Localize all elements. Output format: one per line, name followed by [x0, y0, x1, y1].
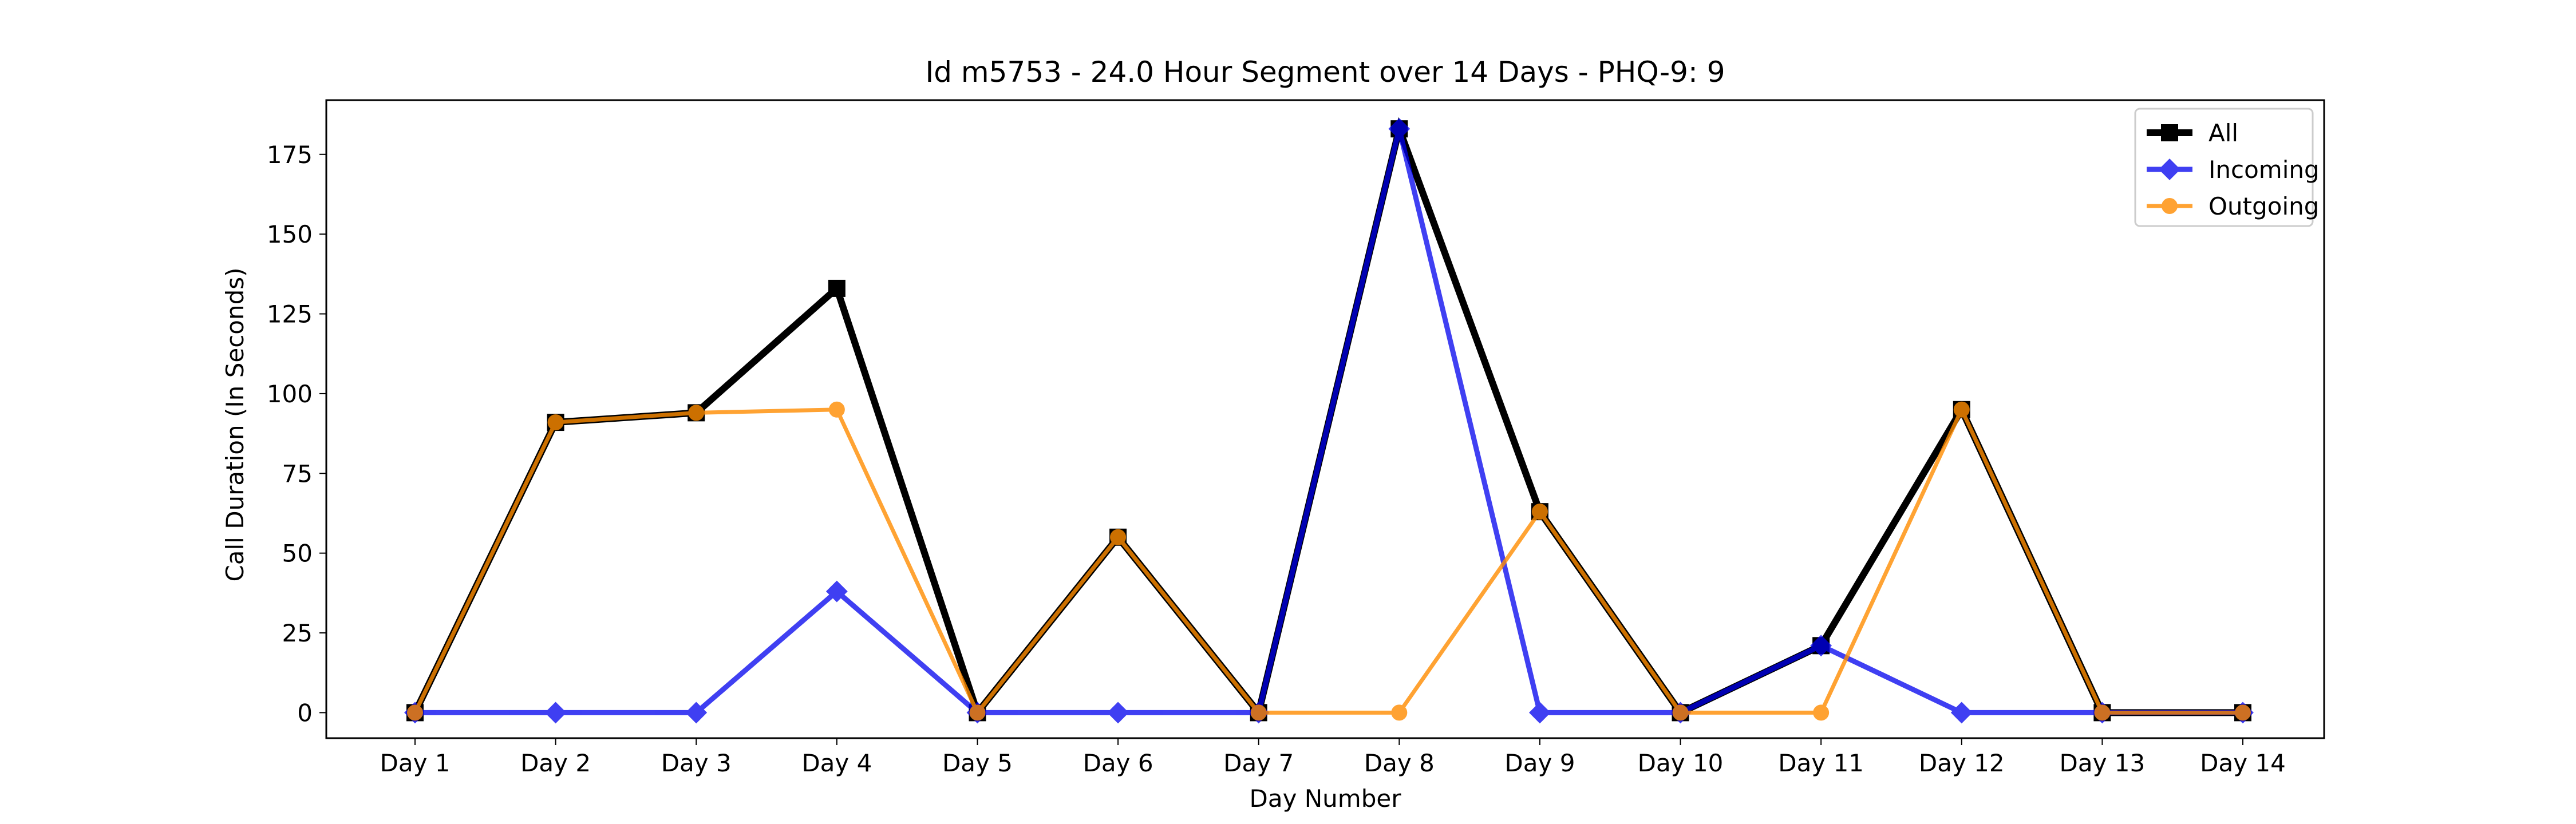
- y-tick-label: 75: [282, 459, 313, 488]
- data-point-outgoing: [828, 401, 845, 418]
- data-point-outgoing: [1391, 704, 1408, 721]
- data-point-outgoing: [407, 704, 423, 721]
- series-line-outgoing: [413, 405, 2243, 716]
- x-axis-label: Day Number: [1249, 785, 1401, 813]
- x-tick-label: Day 14: [2200, 749, 2286, 777]
- y-tick-label: 50: [282, 540, 313, 568]
- legend-label: All: [2208, 119, 2238, 147]
- x-tick-label: Day 2: [520, 749, 591, 777]
- legend-marker: [2162, 198, 2178, 214]
- legend-marker: [2161, 124, 2178, 141]
- x-tick-label: Day 5: [942, 749, 1013, 777]
- data-point-outgoing: [1953, 401, 1970, 418]
- x-tick-label: Day 11: [1778, 749, 1864, 777]
- data-point-all: [828, 279, 846, 297]
- legend-label: Incoming: [2208, 156, 2320, 184]
- data-point-outgoing: [1813, 704, 1830, 721]
- y-tick-label: 100: [267, 380, 313, 408]
- data-point-outgoing: [1531, 504, 1548, 520]
- data-point-incoming: [1950, 702, 1973, 724]
- data-point-incoming: [685, 702, 708, 724]
- x-tick-label: Day 4: [801, 749, 872, 777]
- y-tick-label: 175: [267, 141, 313, 169]
- plot-area: Day 1 Day 2 Day 3 Day 4 Day 5 Day 6 Day 7 Day 8…: [267, 99, 2325, 777]
- x-tick-label: Day 13: [2060, 749, 2146, 777]
- y-tick-label: 125: [267, 300, 313, 328]
- data-point-incoming: [1388, 118, 1411, 140]
- x-tick-label: Day 12: [1919, 749, 2005, 777]
- data-point-outgoing: [1672, 704, 1689, 721]
- x-tick-label: Day 1: [380, 749, 450, 777]
- x-tick-label: Day 10: [1638, 749, 1724, 777]
- x-tick-label: Day 3: [661, 749, 732, 777]
- plot-frame: [325, 99, 2325, 739]
- data-point-outgoing: [2094, 704, 2111, 721]
- data-point-outgoing: [969, 704, 986, 721]
- legend-swatch: [2147, 198, 2192, 214]
- data-point-outgoing: [2235, 704, 2251, 721]
- legend-swatch: [2147, 159, 2192, 180]
- x-tick-label: Day 6: [1083, 749, 1153, 777]
- data-point-outgoing: [1110, 529, 1127, 545]
- data-point-incoming: [1529, 702, 1551, 724]
- data-point-outgoing: [547, 414, 564, 431]
- x-tick-label: Day 8: [1364, 749, 1435, 777]
- legend-label: Outgoing: [2208, 192, 2319, 220]
- series-line-incoming: [415, 128, 2243, 715]
- data-point-incoming: [825, 580, 848, 603]
- series-outgoing: [407, 401, 2251, 721]
- data-point-incoming: [1810, 635, 1832, 657]
- x-tick-label: Day 7: [1223, 749, 1294, 777]
- data-point-incoming: [544, 702, 567, 724]
- y-tick-label: 150: [267, 220, 313, 248]
- y-tick-label: 25: [282, 619, 313, 647]
- x-tick-label: Day 9: [1504, 749, 1575, 777]
- y-axis-label: Call Duration (In Seconds): [221, 267, 249, 581]
- data-point-outgoing: [1250, 704, 1267, 721]
- data-point-incoming: [1107, 702, 1129, 724]
- y-tick-label: 0: [297, 699, 313, 727]
- legend-box: [2134, 108, 2314, 227]
- legend-marker: [2159, 159, 2180, 180]
- legend: All Incoming Outgoing: [2134, 108, 2320, 227]
- legend-swatch: [2147, 124, 2192, 141]
- chart-title: Id m5753 - 24.0 Hour Segment over 14 Day…: [925, 56, 1725, 89]
- data-point-outgoing: [688, 405, 705, 421]
